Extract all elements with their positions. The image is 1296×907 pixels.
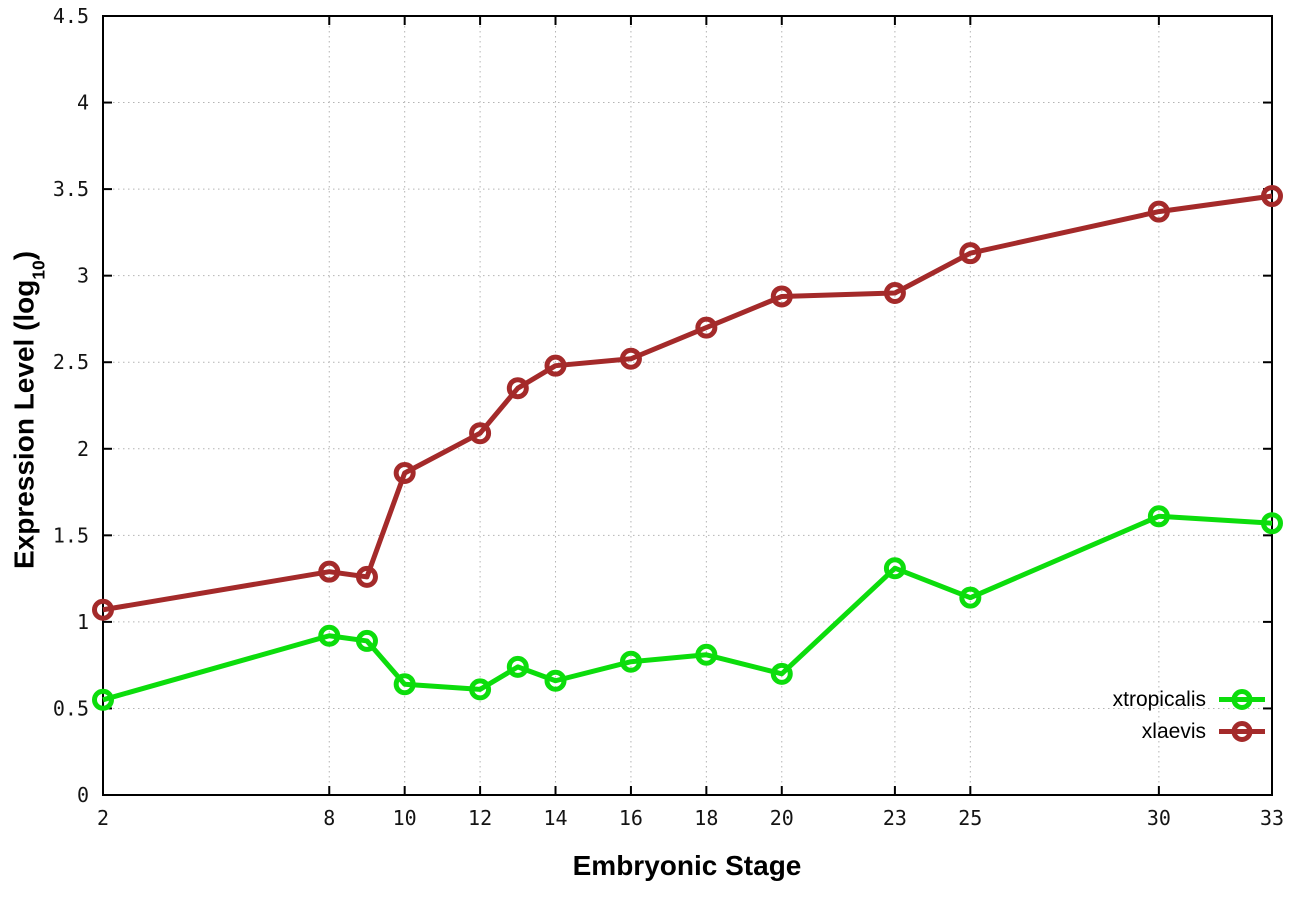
plot-frame bbox=[102, 15, 1273, 796]
y-tick-label: 0 bbox=[77, 783, 89, 807]
x-tick-label: 18 bbox=[694, 806, 718, 830]
y-tick-label: 2 bbox=[77, 437, 89, 461]
series-xlaevis-markers bbox=[92, 185, 1283, 621]
series-xlaevis bbox=[92, 185, 1283, 621]
x-tick-label: 30 bbox=[1147, 806, 1171, 830]
x-tick-label: 16 bbox=[619, 806, 643, 830]
axis-ticks bbox=[102, 15, 1273, 796]
series-xtropicalis-line bbox=[102, 513, 1273, 703]
legend-label-xlaevis: xlaevis bbox=[1141, 720, 1206, 743]
x-tick-label: 10 bbox=[393, 806, 417, 830]
x-tick-label: 23 bbox=[883, 806, 907, 830]
gridlines bbox=[103, 16, 1272, 795]
y-axis-title-suffix: ) bbox=[8, 250, 40, 261]
y-tick-label: 2.5 bbox=[53, 350, 89, 374]
y-axis-title: Expression Level (log10) bbox=[8, 250, 49, 570]
x-tick-label: 12 bbox=[468, 806, 492, 830]
y-tick-label: 4.5 bbox=[53, 4, 89, 28]
y-tick-label: 3.5 bbox=[53, 177, 89, 201]
series-xtropicalis bbox=[92, 505, 1283, 711]
x-axis-title: Embryonic Stage bbox=[572, 850, 802, 881]
x-tick-label: 2 bbox=[97, 806, 109, 830]
x-tick-labels: 2 8 10 12 14 16 18 20 23 25 30 33 bbox=[97, 806, 1284, 830]
legend-label-xtropicalis: xtropicalis bbox=[1112, 688, 1206, 711]
y-tick-label: 4 bbox=[77, 91, 89, 115]
y-tick-label: 0.5 bbox=[53, 696, 89, 720]
legend-sample-xtropicalis-icon bbox=[1219, 689, 1265, 710]
x-tick-label: 33 bbox=[1260, 806, 1284, 830]
y-tick-label: 1.5 bbox=[53, 523, 89, 547]
y-tick-label: 3 bbox=[77, 264, 89, 288]
x-tick-label: 14 bbox=[543, 806, 567, 830]
x-tick-label: 8 bbox=[323, 806, 335, 830]
series-xtropicalis-markers bbox=[92, 505, 1283, 711]
legend-item-xtropicalis: xtropicalis bbox=[1113, 686, 1268, 713]
legend: xtropicalis xlaevis bbox=[1113, 686, 1268, 745]
legend-item-xlaevis: xlaevis bbox=[1142, 718, 1268, 745]
y-axis-title-text: Expression Level (log bbox=[8, 279, 40, 570]
series-xlaevis-line bbox=[102, 193, 1273, 613]
y-tick-label: 1 bbox=[77, 610, 89, 634]
x-tick-label: 25 bbox=[958, 806, 982, 830]
x-tick-label: 20 bbox=[770, 806, 794, 830]
legend-sample-xlaevis-icon bbox=[1219, 721, 1265, 742]
y-axis-title-subscript: 10 bbox=[28, 260, 49, 280]
y-tick-labels: 0 0.5 1 1.5 2 2.5 3 3.5 4 4.5 bbox=[53, 4, 89, 807]
